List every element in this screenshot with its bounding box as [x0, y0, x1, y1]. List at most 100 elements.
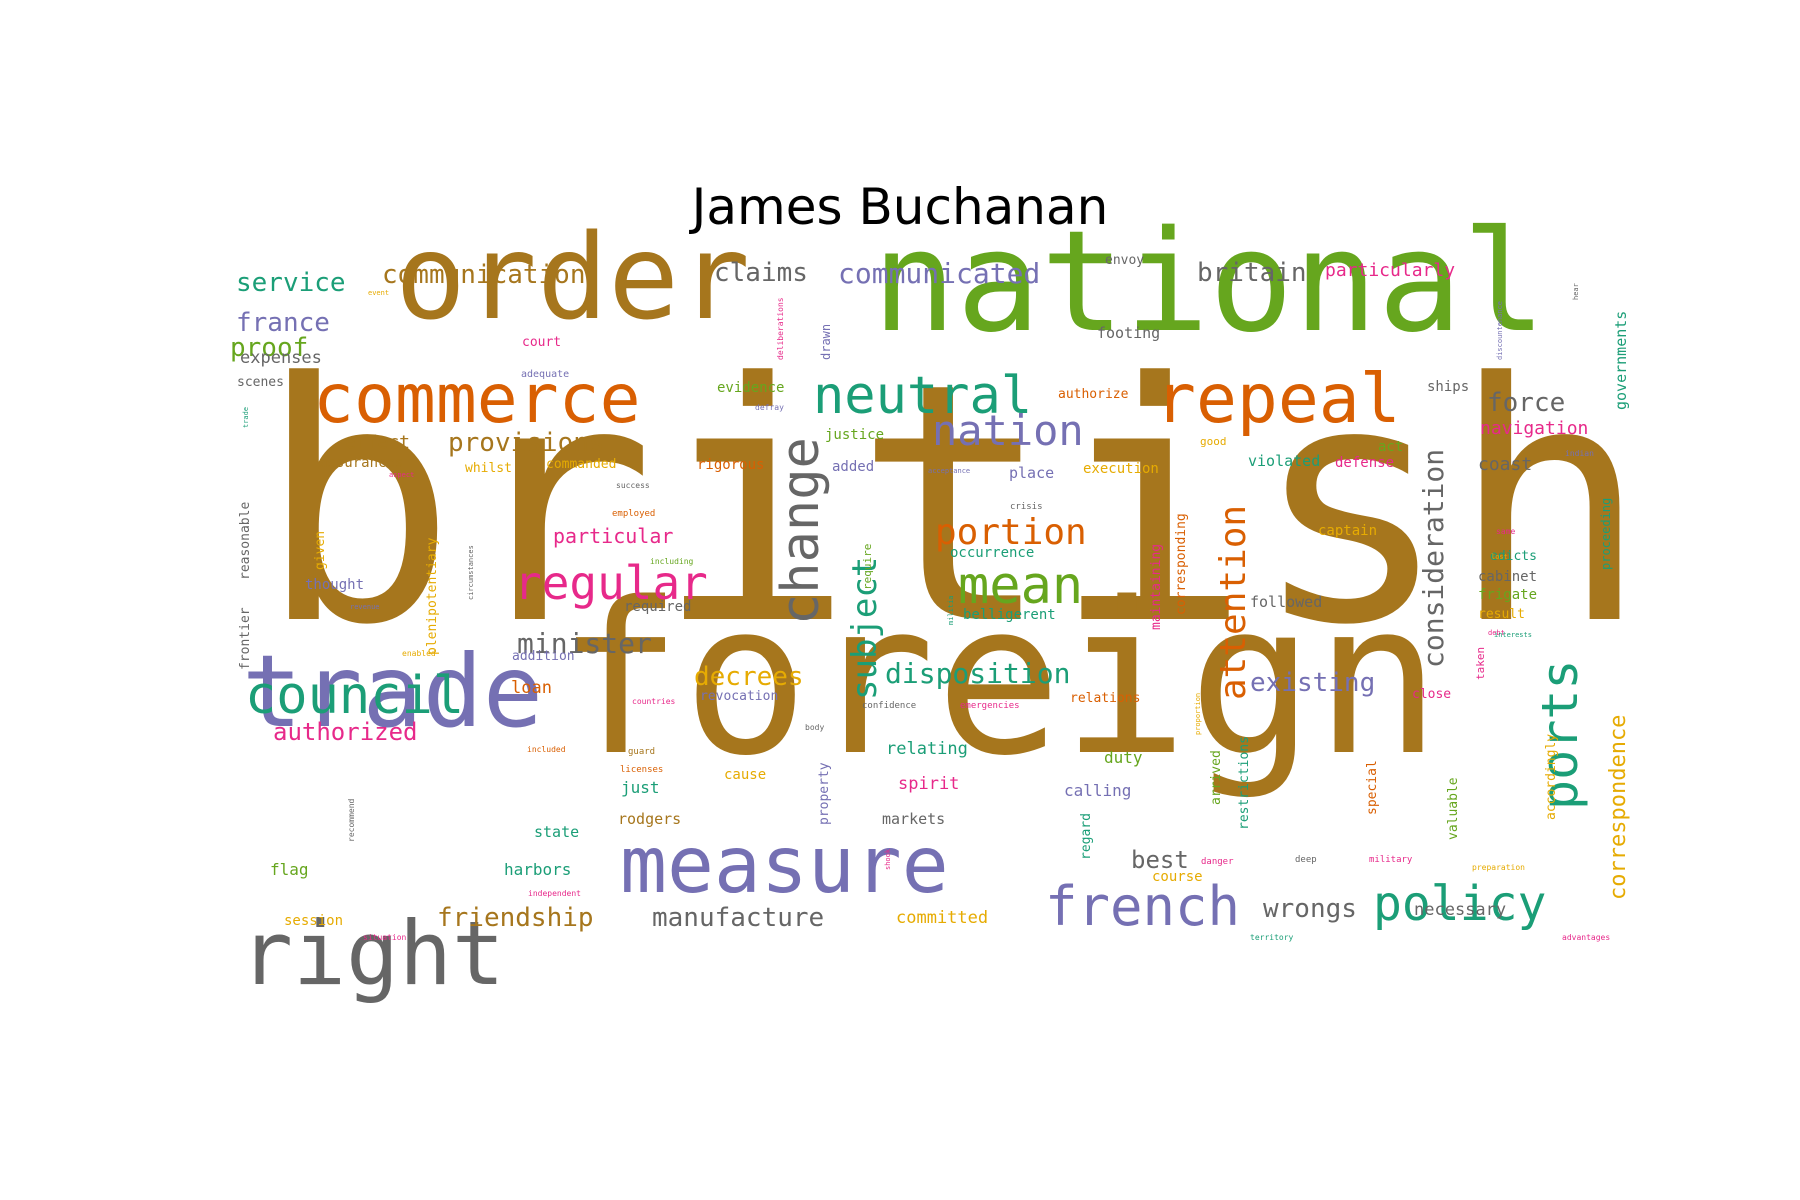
cloud-word: course: [1152, 869, 1203, 885]
cloud-word: proof: [230, 333, 309, 363]
cloud-word: including: [650, 557, 694, 566]
cloud-word: indian: [1565, 449, 1594, 458]
cloud-word: regular: [514, 556, 708, 610]
cloud-word: circumstances: [467, 545, 475, 600]
cloud-word: drawn: [819, 323, 833, 360]
cloud-word: particular: [553, 524, 674, 548]
cloud-word: coast: [1478, 454, 1533, 475]
cloud-word: best: [1131, 846, 1189, 874]
cloud-word: ships: [1427, 379, 1470, 395]
cloud-word: necessary: [1414, 900, 1507, 920]
cloud-word: result: [1478, 607, 1525, 622]
cloud-word: friendship: [437, 903, 594, 933]
cloud-word: cause: [724, 767, 767, 783]
cloud-word: whilst: [465, 461, 512, 476]
cloud-word: state: [534, 823, 580, 841]
cloud-word: employed: [612, 509, 656, 519]
cloud-word: regard: [1079, 813, 1094, 860]
cloud-word: britain: [1197, 258, 1307, 288]
cloud-word: navigation: [1480, 418, 1589, 439]
cloud-word: france: [236, 308, 330, 338]
cloud-word: confidence: [862, 701, 917, 711]
cloud-word: accordingly: [1544, 733, 1559, 820]
cloud-word: territory: [1250, 933, 1294, 942]
cloud-word: execution: [1083, 461, 1159, 477]
cloud-word: military: [1369, 855, 1413, 865]
cloud-word: order: [395, 208, 751, 346]
cloud-word: ports: [1531, 659, 1589, 810]
cloud-word: minister: [517, 627, 652, 660]
cloud-word: good: [1200, 435, 1227, 448]
cloud-word: correspondence: [1606, 714, 1631, 900]
cloud-word: proceeding: [1599, 497, 1613, 570]
cloud-word: frigate: [1478, 587, 1538, 603]
cloud-word: relations: [1070, 691, 1141, 706]
cloud-word: interests: [1494, 631, 1532, 639]
cloud-word: plenipotentiary: [425, 537, 440, 655]
cloud-word: require: [861, 543, 874, 590]
cloud-word: particularly: [1325, 260, 1456, 281]
cloud-word: violated: [1248, 452, 1321, 470]
cloud-word: expenses: [240, 348, 322, 368]
cloud-word: enabled: [402, 649, 436, 658]
cloud-word: trade: [242, 633, 544, 750]
cloud-word: national: [872, 201, 1547, 364]
cloud-word: maintaining: [1149, 543, 1164, 630]
cloud-word: defray: [755, 403, 784, 412]
cloud-word: calling: [1064, 781, 1132, 800]
cloud-word: committed: [896, 908, 989, 928]
cloud-word: revenue: [350, 603, 380, 611]
cloud-word: arrived: [1209, 750, 1224, 805]
cloud-word: markets: [882, 810, 946, 828]
cloud-word: situation: [363, 933, 407, 942]
cloud-word: body: [805, 723, 825, 732]
cloud-word: commanded: [546, 457, 617, 472]
cloud-word: proportion: [1194, 692, 1202, 735]
cloud-word: licenses: [620, 765, 664, 775]
cloud-word: discountenance: [1496, 300, 1504, 360]
cloud-word: shook: [884, 848, 892, 870]
cloud-word: wrongs: [1263, 894, 1357, 924]
cloud-word: hear: [1572, 283, 1580, 300]
cloud-word: danger: [1201, 857, 1234, 867]
cloud-word: effect: [345, 432, 411, 453]
cloud-word: defense: [1335, 455, 1395, 471]
cloud-word: militia: [947, 595, 955, 625]
cloud-word: lost: [1491, 553, 1508, 561]
cloud-word: council: [245, 666, 465, 726]
cloud-word: followed: [1250, 593, 1323, 611]
cloud-word: duty: [1104, 748, 1143, 767]
cloud-word: just: [621, 778, 660, 797]
cloud-word: change: [771, 437, 831, 625]
cloud-word: repeal: [1155, 360, 1401, 439]
cloud-word: independent: [528, 889, 581, 898]
cloud-word: event: [368, 289, 390, 297]
cloud-word: assurances: [319, 455, 404, 471]
cloud-word: right: [240, 902, 505, 1005]
cloud-word: rodgers: [618, 810, 682, 828]
cloud-word: evidence: [717, 380, 785, 396]
cloud-word: scenes: [237, 375, 284, 390]
cloud-word: foreign: [556, 557, 1442, 802]
cloud-word: belligerent: [963, 607, 1056, 623]
cloud-word: property: [817, 762, 832, 825]
cloud-word: thought: [305, 577, 365, 593]
cloud-word: act: [1378, 439, 1404, 455]
cloud-word: debt: [1488, 629, 1505, 637]
cloud-word: addition: [512, 649, 575, 664]
cloud-word: adequate: [521, 369, 570, 380]
cloud-word: corresponding: [1174, 513, 1189, 615]
cloud-word: preparation: [1472, 863, 1525, 872]
cloud-word: trade: [242, 406, 250, 428]
cloud-word: neutral: [813, 366, 1033, 426]
cloud-word: envoy: [1105, 253, 1145, 268]
cloud-word: service: [236, 268, 346, 298]
cloud-word: authorized: [273, 718, 418, 746]
cloud-word: close: [1412, 687, 1452, 702]
cloud-word: governments: [1612, 310, 1630, 410]
cloud-word: disposition: [885, 657, 1071, 690]
cloud-word: existing: [1250, 668, 1376, 698]
cloud-word: consideration: [1417, 448, 1450, 668]
cloud-word: nation: [932, 406, 1084, 455]
